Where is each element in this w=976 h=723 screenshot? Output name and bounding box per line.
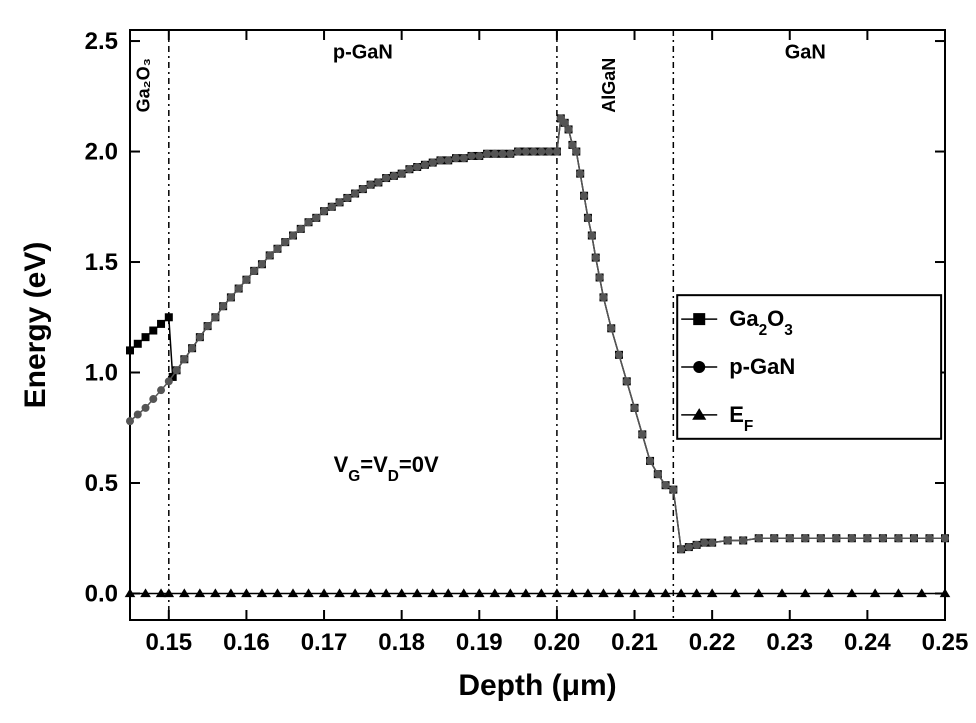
x-tick-label: 0.19 xyxy=(456,629,503,656)
y-tick-label: 1.0 xyxy=(85,360,118,387)
y-tick-label: 2.5 xyxy=(85,28,118,55)
y-tick-label: 0.0 xyxy=(85,580,118,607)
legend: Ga2O3p-GaNEF xyxy=(677,295,941,439)
x-tick-label: 0.21 xyxy=(611,629,658,656)
y-tick-label: 0.5 xyxy=(85,470,118,497)
x-tick-label: 0.23 xyxy=(766,629,813,656)
x-axis-label: Depth (μm) xyxy=(458,669,616,702)
x-tick-label: 0.15 xyxy=(145,629,192,656)
y-axis-label: Energy (eV) xyxy=(19,242,52,409)
chart-container: 0.15 0.16 0.17 0.18 0.19 0.20 0.21 0.22 0.23 0.24… xyxy=(0,0,976,723)
x-tick-label: 0.24 xyxy=(844,629,891,656)
region-label: Ga₂O₃ xyxy=(133,58,153,112)
chart-svg: 0.15 0.16 0.17 0.18 0.19 0.20 0.21 0.22 0.23 0.24… xyxy=(0,0,976,723)
y-tick-label: 2.0 xyxy=(85,139,118,166)
x-tick-label: 0.17 xyxy=(301,629,348,656)
x-tick-label: 0.20 xyxy=(534,629,581,656)
x-tick-label: 0.22 xyxy=(689,629,736,656)
region-label: AlGaN xyxy=(599,58,619,113)
region-label: p-GaN xyxy=(333,42,393,64)
y-tick-label: 1.5 xyxy=(85,249,118,276)
x-tick-label: 0.18 xyxy=(378,629,425,656)
x-tick-label: 0.16 xyxy=(223,629,270,656)
legend-label: p-GaN xyxy=(729,354,795,379)
x-tick-label: 0.25 xyxy=(922,629,969,656)
region-label: GaN xyxy=(785,42,826,64)
